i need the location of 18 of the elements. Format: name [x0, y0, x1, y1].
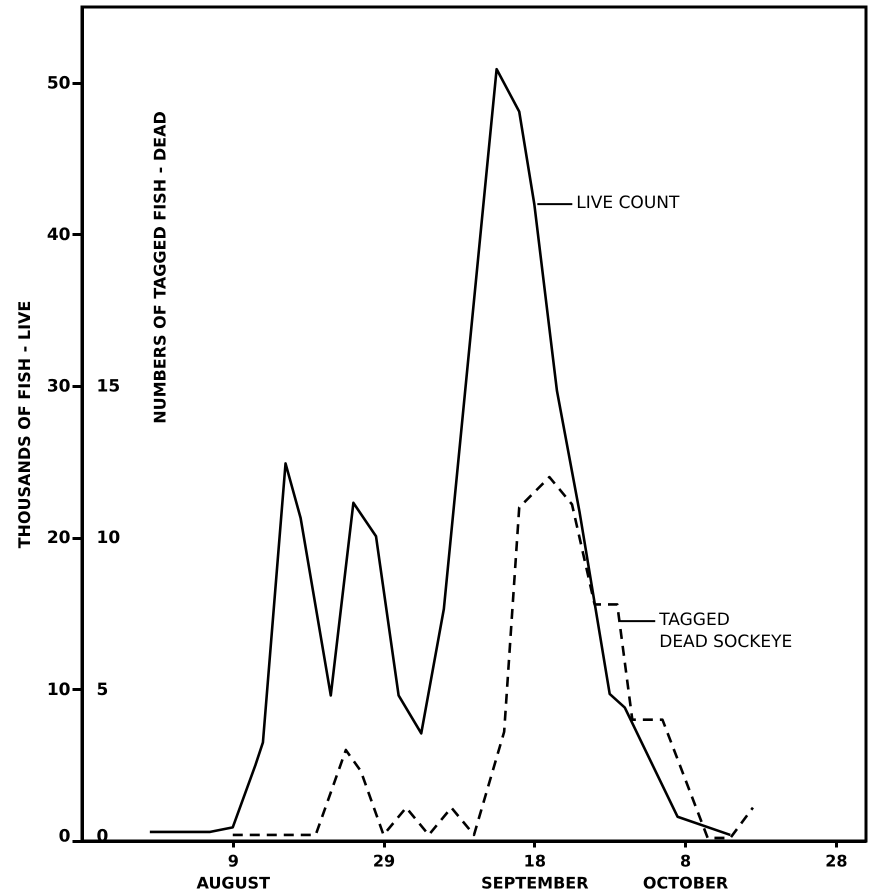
y2-tick-label: 15: [96, 376, 120, 397]
y-tick-label: 40: [46, 224, 71, 245]
y-tick-label: 30: [46, 376, 71, 397]
y-tick-label: 20: [46, 528, 71, 548]
x-tick-label: 9 AUGUST: [196, 852, 270, 892]
annotation: LIVE COUNT: [576, 193, 680, 214]
y2-tick-label: 10: [96, 528, 120, 548]
x-tick-label: 28: [825, 852, 848, 870]
y-tick-label: 50: [46, 73, 71, 94]
y2-axis-title: NUMBERS OF TAGGED FISH - DEAD: [150, 111, 170, 424]
x-tick-label: 18 SEPTEMBER: [481, 852, 589, 892]
x-tick-label: 8 OCTOBER: [642, 852, 728, 892]
y-tick-label: 0: [58, 826, 71, 846]
y2-tick-label: 5: [96, 680, 108, 700]
x-tick-label: 29: [372, 852, 396, 870]
y-axis-title: THOUSANDS OF FISH - LIVE: [14, 300, 34, 548]
annotation: TAGGED DEAD SOCKEYE: [658, 610, 792, 652]
y-tick-label: 10: [46, 680, 71, 700]
